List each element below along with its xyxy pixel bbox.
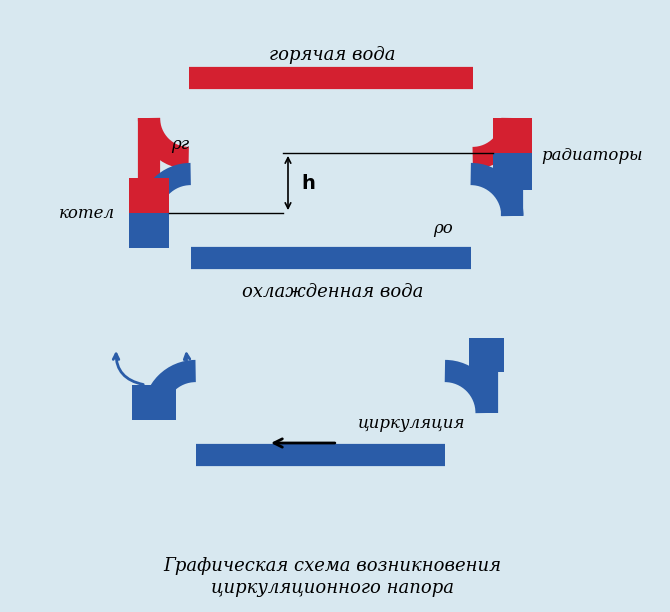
Text: ρо: ρо bbox=[433, 220, 453, 236]
Bar bbox=[129, 178, 169, 213]
Text: Графическая схема возникновения: Графическая схема возникновения bbox=[163, 557, 502, 575]
Text: охлажденная вода: охлажденная вода bbox=[242, 283, 423, 301]
Text: радиаторы: радиаторы bbox=[541, 146, 643, 163]
Text: циркуляция: циркуляция bbox=[358, 414, 465, 431]
Bar bbox=[132, 385, 176, 420]
Text: котел: котел bbox=[59, 204, 115, 222]
Text: ρг: ρг bbox=[171, 136, 189, 153]
Bar bbox=[469, 338, 505, 372]
Text: циркуляционного напора: циркуляционного напора bbox=[211, 579, 454, 597]
Text: h: h bbox=[301, 173, 315, 193]
Bar bbox=[492, 118, 532, 153]
Bar bbox=[492, 153, 532, 190]
Text: горячая вода: горячая вода bbox=[269, 46, 396, 64]
Bar bbox=[129, 213, 169, 248]
